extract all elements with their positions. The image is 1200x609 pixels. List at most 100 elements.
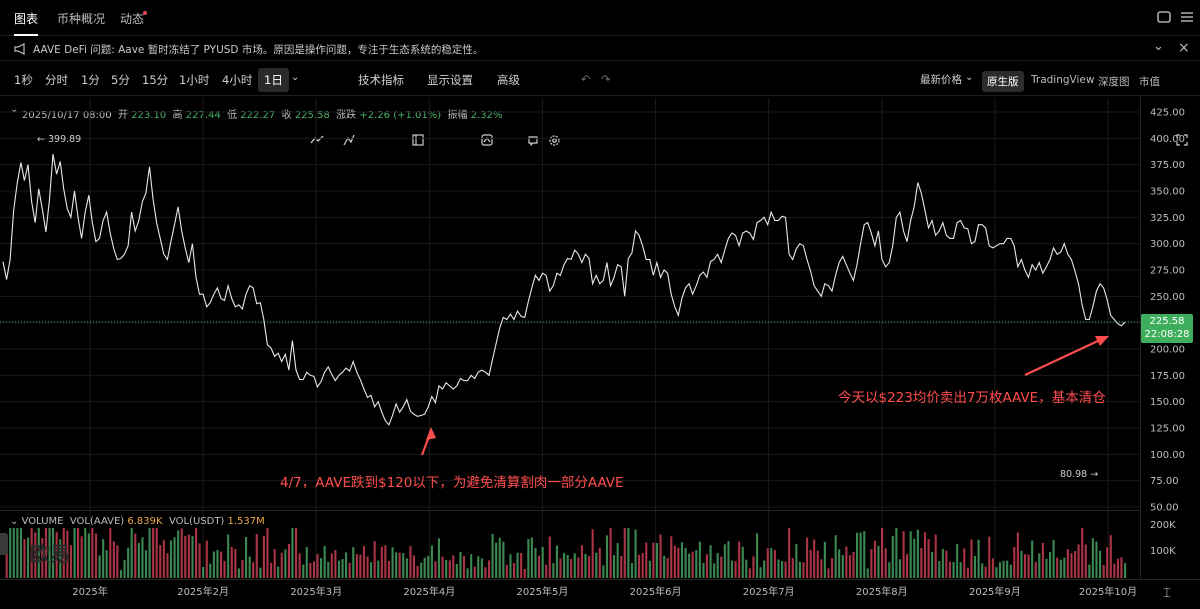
volume-bar <box>1070 553 1073 578</box>
volume-bar <box>280 552 283 578</box>
gear-icon[interactable] <box>548 134 561 147</box>
view-tradingview[interactable]: TradingView <box>1031 74 1095 86</box>
advanced-button[interactable]: 高级 <box>497 73 520 87</box>
interval-4h[interactable]: 4小时 <box>222 73 253 87</box>
volume-bar <box>877 545 880 579</box>
volume-bar <box>859 532 862 578</box>
view-depth[interactable]: 深度图 <box>1098 76 1130 88</box>
advanced-icon <box>481 134 493 146</box>
volume-bar <box>441 556 444 578</box>
volume-bar <box>316 554 319 578</box>
volume-bar <box>169 540 173 578</box>
volume-bar <box>795 544 798 578</box>
volume-bar <box>323 545 326 578</box>
high-value: 227.44 <box>185 110 221 121</box>
volume-bar <box>530 537 533 578</box>
fullscreen-icon[interactable] <box>1176 134 1188 146</box>
price-type-chevron-icon[interactable]: ⌄ <box>965 72 974 83</box>
interval-1h[interactable]: 1小时 <box>179 73 210 87</box>
volume-bar <box>538 555 541 578</box>
volume-bar <box>505 564 508 578</box>
volume-bar <box>16 528 19 578</box>
volume-bar <box>180 528 183 578</box>
interval-15m[interactable]: 15分 <box>142 73 169 87</box>
volume-bar <box>291 528 294 578</box>
volume-bar <box>584 554 587 578</box>
tab-coin-overview[interactable]: 币种概况 <box>57 12 106 26</box>
price-type-select[interactable]: 最新价格 <box>920 74 962 86</box>
display-settings-button[interactable]: 显示设置 <box>427 73 473 87</box>
volume-bar <box>748 568 751 578</box>
volume-bar <box>680 542 684 578</box>
volume-bar <box>177 530 180 578</box>
volume-bar <box>223 560 226 578</box>
volume-bar <box>520 553 523 578</box>
tab-feed[interactable]: 动态 <box>120 12 145 26</box>
chevron-down-icon[interactable]: ⌄ <box>1153 39 1164 54</box>
volume-bar <box>355 554 358 578</box>
volume-bar <box>977 539 980 578</box>
volume-bar <box>137 542 140 578</box>
volume-bar <box>816 550 819 578</box>
volume-bar <box>906 554 909 578</box>
volume-bar <box>991 558 994 578</box>
volume-bar <box>1113 563 1116 578</box>
volume-bar <box>845 546 848 578</box>
side-panel-handle[interactable] <box>0 533 8 555</box>
tab-chart[interactable]: 图表 <box>14 12 39 26</box>
line-chart-icon[interactable] <box>310 135 324 145</box>
window-icon[interactable] <box>1157 11 1171 23</box>
axis-scale-icon[interactable]: ⌶ <box>1163 586 1171 601</box>
volume-collapse-icon[interactable]: ⌄ <box>10 516 19 527</box>
volume-bar <box>973 555 977 578</box>
volume-bar <box>470 554 473 578</box>
volume-bar <box>820 559 823 578</box>
candle-countdown: 22:08:28 <box>1144 329 1190 340</box>
indicators-button[interactable]: 技术指标 <box>358 73 404 87</box>
volume-bar <box>1009 564 1012 578</box>
interval-5m[interactable]: 5分 <box>111 73 130 87</box>
volume-bar <box>652 542 655 578</box>
volume-bar <box>595 552 598 578</box>
interval-chevron-icon[interactable]: ⌄ <box>291 72 300 83</box>
volume-bar <box>863 531 866 578</box>
notice-text[interactable]: AAVE DeFi 问题: Aave 暂时冻结了 PYUSD 市场。原因是操作问… <box>33 44 484 56</box>
volume-bar <box>387 561 391 578</box>
volume-bar <box>312 561 316 578</box>
volume-bar <box>466 568 469 579</box>
volume-bar <box>709 545 712 578</box>
view-native[interactable]: 原生版 <box>982 71 1024 92</box>
volume-bar <box>963 548 966 579</box>
megaphone-icon <box>14 43 25 55</box>
volume-bar <box>488 560 491 578</box>
undo-icon[interactable]: ↶ <box>581 72 591 86</box>
interval-1m[interactable]: 1分 <box>81 73 100 87</box>
volume-bar <box>109 528 112 578</box>
volume-bar <box>580 545 584 578</box>
redo-icon[interactable]: ↷ <box>601 72 611 86</box>
menu-icon[interactable] <box>1180 11 1194 23</box>
volume-bar <box>888 562 891 578</box>
y-tick-label: 75.00 <box>1150 476 1179 487</box>
volume-bar <box>809 549 812 578</box>
interval-1d[interactable]: 1日 <box>258 68 289 92</box>
volume-bar <box>430 545 433 578</box>
collapse-chevron-icon[interactable]: ⌄ <box>10 104 19 115</box>
volume-bar <box>713 563 716 578</box>
interval-timeline[interactable]: 分时 <box>45 73 68 87</box>
volume-bar <box>730 560 734 578</box>
volume-bar <box>1063 557 1066 578</box>
volume-bar <box>720 556 723 578</box>
volume-bar <box>1038 553 1041 579</box>
close-icon[interactable]: × <box>1178 40 1190 56</box>
volume-axis-100k: 100K <box>1150 546 1176 557</box>
volume-bar <box>87 533 90 578</box>
view-market-cap[interactable]: 市值 <box>1139 76 1160 88</box>
snapshot-icon[interactable] <box>527 134 539 146</box>
interval-1s[interactable]: 1秒 <box>14 73 33 87</box>
volume-bar <box>94 533 98 578</box>
volume-bar <box>1056 557 1059 578</box>
volume-bar <box>516 552 519 578</box>
volume-bar <box>513 563 516 578</box>
volume-bar <box>541 547 544 578</box>
